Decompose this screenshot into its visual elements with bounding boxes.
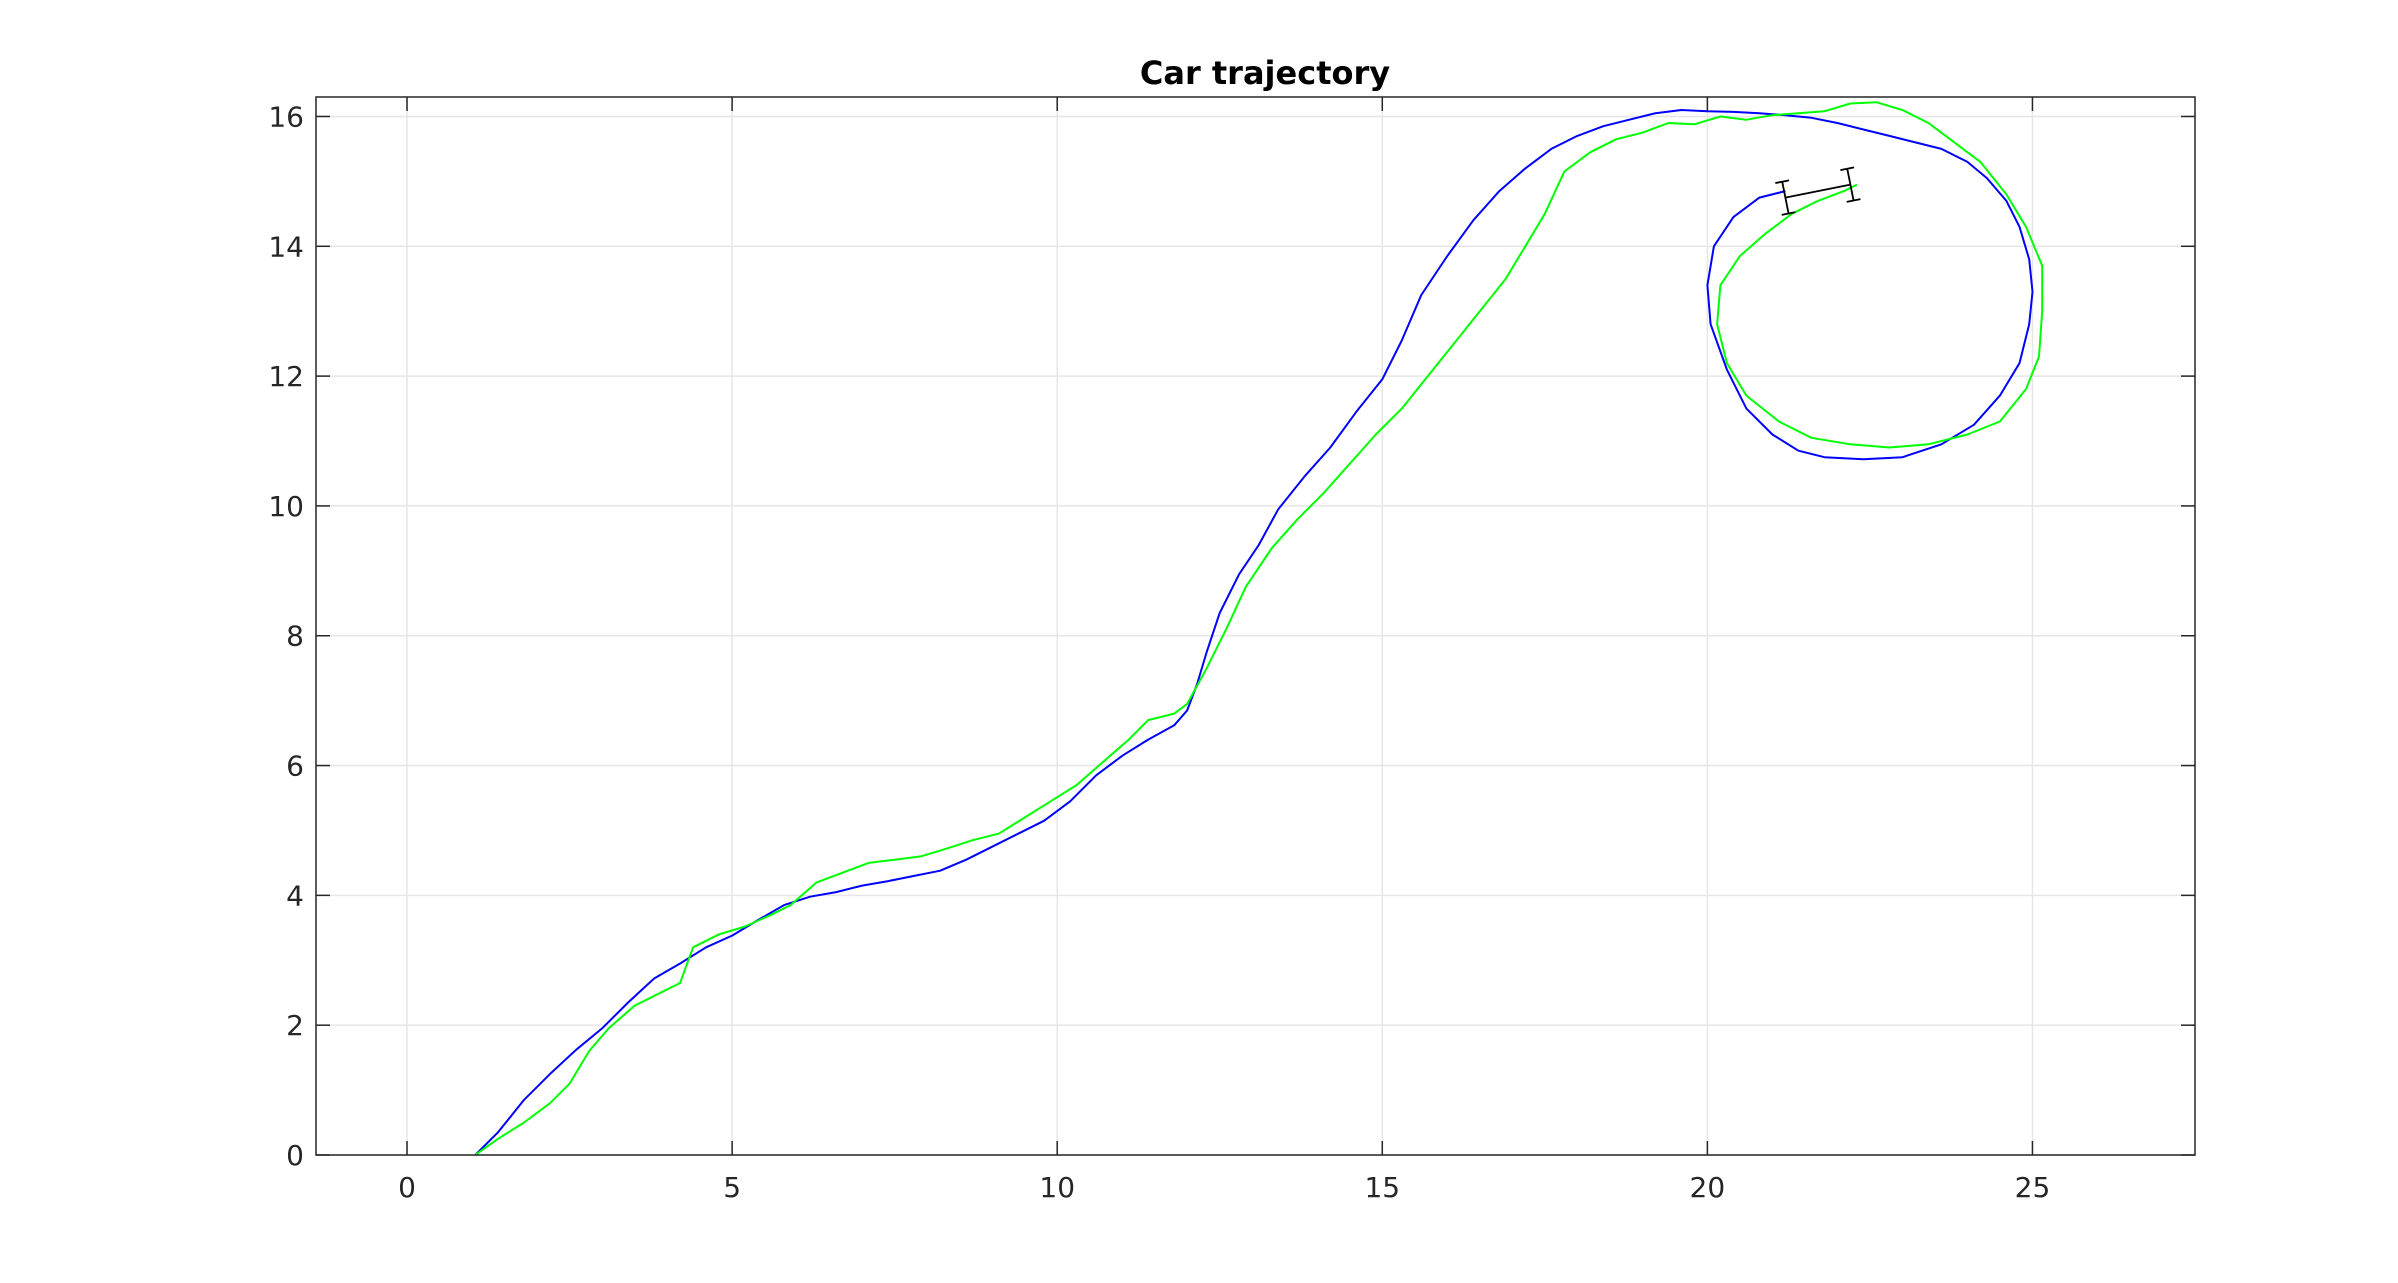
y-tick-label: 4 [286,879,304,912]
car-body-line [1785,183,1851,199]
axes-box [315,96,2196,1156]
plot-area: 0 5 10 15 20 25 0 2 4 6 8 10 12 14 16 [268,96,2196,1204]
car-rear-wheel-right [1775,179,1790,184]
car-front-axle [1846,168,1855,201]
y-tick-label: 10 [268,490,304,523]
y-tick-label: 0 [286,1139,304,1172]
y-tick-label: 14 [268,230,304,263]
y-tick-label: 6 [286,750,304,783]
car-front-wheel-right [1840,166,1855,171]
y-tick-label: 16 [268,100,304,133]
car-marker [1775,166,1861,216]
y-tick-label: 8 [286,620,304,653]
y-tick-label: 12 [268,360,304,393]
series-layer [474,101,2044,1156]
car-rear-wheel-left [1781,211,1796,216]
x-tick-label: 0 [398,1171,416,1204]
trajectory-series-line-1 [474,109,2034,1156]
y-tick-label: 2 [286,1009,304,1042]
car-rear-axle [1781,181,1790,214]
tick-marks [316,97,2195,1156]
x-tick-label: 10 [1039,1171,1075,1204]
chart-title: Car trajectory [1140,54,1390,92]
x-tick-labels: 0 5 10 15 20 25 [398,1171,2050,1204]
x-tick-label: 5 [723,1171,741,1204]
axes-background [316,97,2195,1155]
y-tick-labels: 0 2 4 6 8 10 12 14 16 [268,100,304,1172]
x-tick-label: 15 [1364,1171,1400,1204]
x-tick-label: 20 [1690,1171,1726,1204]
trajectory-series-line-2 [474,101,2044,1156]
grid-lines [316,97,2195,1156]
car-front-wheel-left [1846,198,1861,203]
x-tick-label: 25 [2015,1171,2051,1204]
